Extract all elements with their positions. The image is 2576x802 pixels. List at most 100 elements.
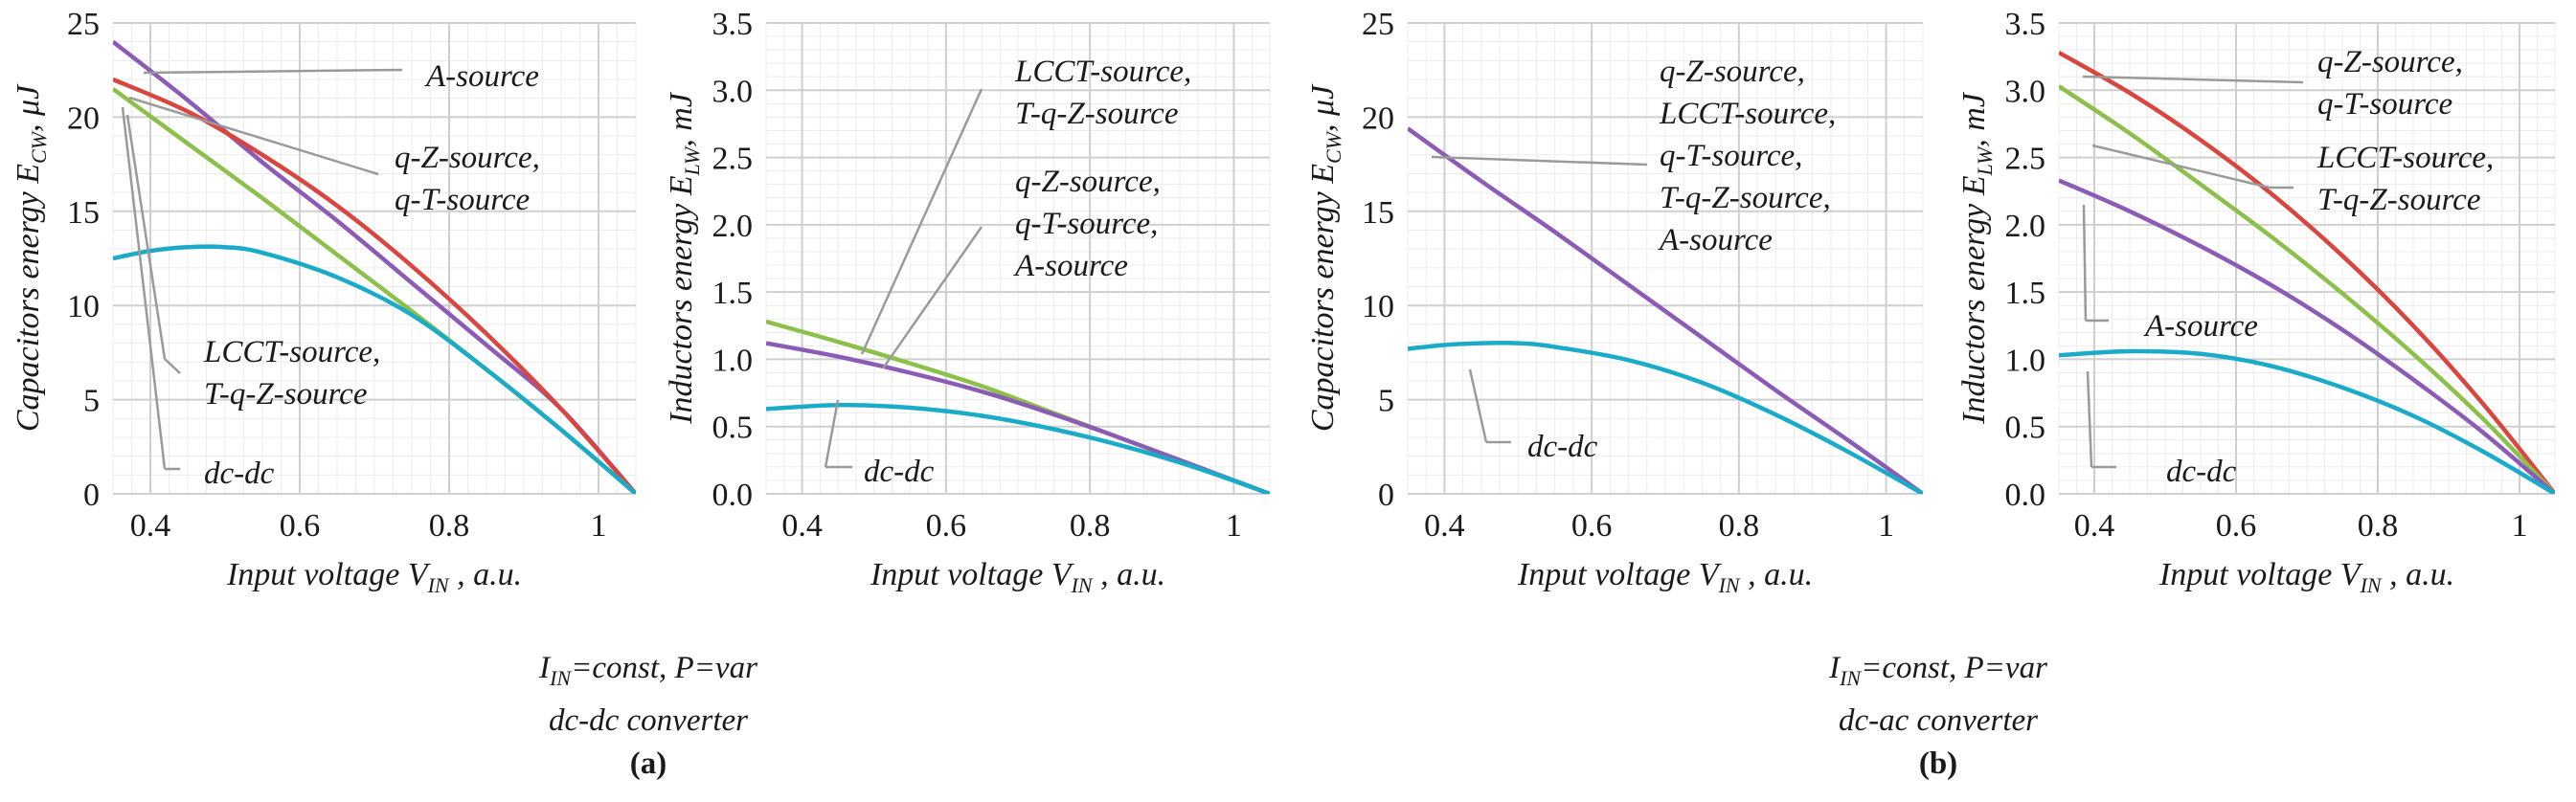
- y-axis-label: Capacitors energy ECW, μJ: [1305, 83, 1345, 432]
- annotation-label: LCCT-source,: [203, 335, 380, 369]
- y-tick-label: 3.5: [712, 7, 754, 42]
- annotation-label: q-Z-source,: [2317, 45, 2463, 79]
- annotation-label: A-source: [2143, 309, 2258, 344]
- series-group: [2059, 50, 2555, 494]
- x-tick-label: 0.4: [130, 508, 171, 544]
- y-tick-label: 2.0: [712, 209, 754, 244]
- x-tick-label: 1: [1878, 508, 1894, 544]
- caption-b-converter: dc-ac converter: [1839, 703, 2038, 738]
- series-line-dc-dc: [2059, 348, 2555, 494]
- chart-b-inductors: 0.0 0.5 1.0 1.5 2.0 2.5 3.0 3.5 0.4 0.6 0.8 1 Input …: [1956, 7, 2556, 597]
- caption-a: IIN=const, P=var dc-dc converter (a): [538, 651, 757, 781]
- x-tick-label: 0.8: [1719, 508, 1760, 544]
- annotation-label: T-q-Z-source: [2317, 183, 2480, 217]
- x-tick-label: 0.8: [429, 508, 470, 544]
- series-line-q-z-source-q-t-source: [113, 77, 636, 494]
- y-tick-label: 1.0: [2005, 343, 2046, 378]
- caption-b: IIN=const, P=var dc-ac converter (b): [1828, 651, 2047, 781]
- y-tick-label: 5: [83, 384, 100, 419]
- x-axis-label: Input voltage VIN , a.u.: [1517, 557, 1813, 597]
- chart-a-inductors: 0.0 0.5 1.0 1.5 2.0 2.5 3.0 3.5 0.4 0.6 0.8 1 Input …: [664, 7, 1271, 597]
- y-tick-label: 25: [1362, 7, 1394, 42]
- annotation-label: dc-dc: [864, 455, 935, 489]
- series-line-lcct-source-t-q-z-source: [2059, 84, 2555, 494]
- y-tick-label: 10: [1362, 289, 1394, 324]
- annotation-label: T-q-Z-source: [1015, 97, 1178, 131]
- y-tick-label: 0.5: [712, 411, 754, 446]
- annotation-label: q-T-source: [395, 183, 530, 217]
- annotation-leader-line: [881, 226, 983, 369]
- y-tick-label: 0.5: [2005, 411, 2046, 446]
- caption-a-converter: dc-dc converter: [549, 703, 748, 738]
- x-axis-label: Input voltage VIN , a.u.: [226, 557, 522, 597]
- x-tick-label: 0.6: [1571, 508, 1613, 544]
- annotation-label: q-Z-source,: [1015, 165, 1161, 199]
- annotation-label: T-q-Z-source,: [1660, 181, 1831, 215]
- y-tick-label: 15: [67, 195, 100, 231]
- annotation-label: A-source: [1013, 249, 1128, 283]
- annotation-label: dc-dc: [1527, 430, 1598, 464]
- y-axis-label: Capacitors energy ECW, μJ: [11, 83, 51, 432]
- annotation-leader-line: [2082, 75, 2304, 84]
- x-tick-label: 1: [591, 508, 607, 544]
- y-tick-label: 3.0: [2005, 74, 2046, 109]
- annotation-leader-line: [1431, 155, 1648, 167]
- annotation-label: A-source: [424, 59, 539, 94]
- annotation-leader-line: [2091, 144, 2271, 189]
- annotation-label: dc-dc: [2166, 455, 2237, 489]
- annotation-label: LCCT-source,: [1014, 55, 1191, 89]
- y-tick-label: 2.5: [2005, 142, 2046, 177]
- y-tick-label: 0.0: [2005, 478, 2046, 513]
- series-line-dc-dc: [766, 402, 1270, 494]
- x-tick-label: 0.4: [2074, 508, 2115, 544]
- x-tick-label: 1: [2512, 508, 2528, 544]
- annotation-leader-line: [143, 68, 403, 75]
- caption-b-label: (b): [1919, 746, 1957, 781]
- y-tick-label: 20: [1362, 100, 1394, 136]
- annotation-leader-line: [128, 96, 379, 176]
- annotation-leader-line: [125, 114, 167, 360]
- series-group: [1408, 126, 1923, 494]
- x-axis-label: Input voltage VIN , a.u.: [870, 557, 1165, 597]
- y-tick-label: 2.5: [712, 142, 754, 177]
- series-line-dc-dc: [1408, 340, 1923, 494]
- annotation-label: q-T-source,: [1015, 207, 1158, 241]
- y-axis-label: Inductors energy ELW, mJ: [1956, 91, 1997, 425]
- y-tick-label: 1.0: [712, 343, 754, 378]
- chart-a-capacitors: 0 5 10 15 20 25 0.4 0.6 0.8 1 Input voltage VIN , …: [11, 7, 637, 597]
- annotation-leader-line: [860, 88, 983, 355]
- y-tick-label: 10: [67, 289, 100, 324]
- y-tick-label: 0: [83, 478, 100, 513]
- y-tick-label: 5: [1378, 384, 1394, 419]
- annotation-leader-line: [1468, 368, 1488, 443]
- annotation-label: q-Z-source,: [1660, 55, 1805, 89]
- series-group: [766, 319, 1270, 494]
- annotation-leader-line: [164, 358, 181, 374]
- y-tick-label: 3.0: [712, 74, 754, 109]
- y-tick-label: 25: [67, 7, 100, 42]
- x-tick-label: 0.6: [2216, 508, 2257, 544]
- y-tick-label: 1.5: [712, 276, 754, 311]
- y-tick-label: 2.0: [2005, 209, 2046, 244]
- x-tick-label: 1: [1226, 508, 1242, 544]
- x-axis-label: Input voltage VIN , a.u.: [2158, 557, 2454, 597]
- y-tick-label: 1.5: [2005, 276, 2046, 311]
- x-tick-label: 0.8: [1070, 508, 1111, 544]
- x-tick-label: 0.4: [1424, 508, 1465, 544]
- annotation-label: q-Z-source,: [395, 141, 540, 175]
- annotation-label: q-T-source: [2317, 87, 2452, 122]
- y-tick-label: 15: [1362, 195, 1394, 231]
- y-tick-label: 20: [67, 100, 100, 136]
- x-tick-label: 0.6: [280, 508, 321, 544]
- annotation-label: dc-dc: [204, 457, 275, 491]
- series-group: [113, 39, 636, 494]
- y-tick-label: 0.0: [712, 478, 754, 513]
- annotation-label: LCCT-source,: [2316, 141, 2494, 175]
- x-tick-label: 0.8: [2358, 508, 2399, 544]
- annotation-label: q-T-source,: [1660, 139, 1802, 173]
- y-axis-label: Inductors energy ELW, mJ: [664, 91, 704, 425]
- y-tick-label: 0: [1378, 478, 1394, 513]
- annotation-leader-line: [121, 106, 167, 470]
